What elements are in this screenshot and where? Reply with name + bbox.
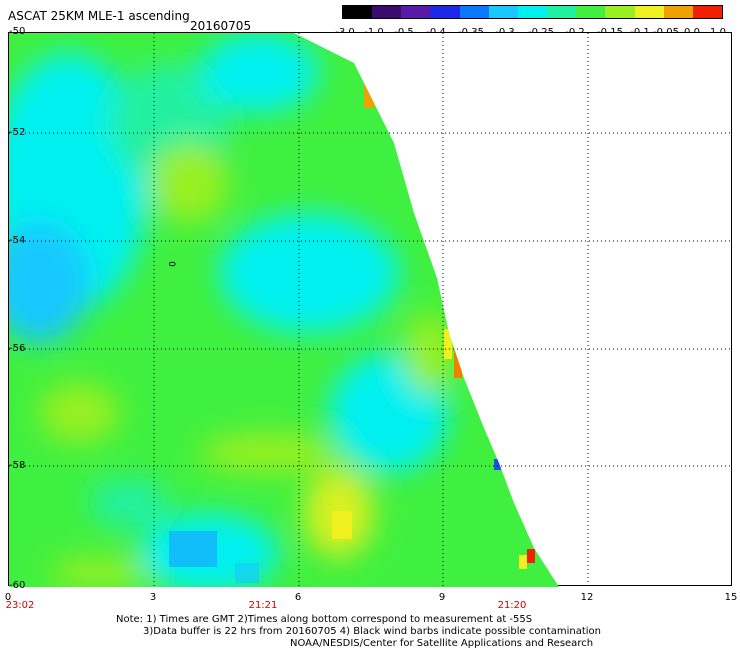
colorbar-swatch-11 <box>663 6 693 18</box>
note-line-1: Note: 1) Times are GMT 2)Times along bot… <box>116 614 533 625</box>
colorbar-swatch-12 <box>692 6 723 18</box>
time-label: 23:02 <box>5 600 35 611</box>
map-panel <box>8 32 733 587</box>
x-axis-label: 15 <box>724 592 738 603</box>
y-axis-label: -52 <box>9 127 26 138</box>
colorbar-swatch-2 <box>401 6 431 18</box>
y-axis-label: -50 <box>9 26 26 37</box>
time-label: 21:21 <box>248 600 278 611</box>
colorbar-swatch-4 <box>459 6 489 18</box>
wind-barb-label: 0 <box>165 261 176 267</box>
colorbar-swatch-9 <box>605 6 635 18</box>
colorbar-swatch-6 <box>517 6 548 18</box>
note-line-3: NOAA/NESDIS/Center for Satellite Applica… <box>290 638 594 649</box>
wind-field-image <box>9 33 733 587</box>
x-axis-label: 9 <box>438 592 446 603</box>
y-axis-label: -58 <box>9 460 26 471</box>
colorbar-swatch-1 <box>372 6 402 18</box>
colorbar-swatch-0 <box>343 6 373 18</box>
colorbar-swatch-7 <box>547 6 577 18</box>
grid-lines <box>9 33 733 587</box>
x-axis-label: 12 <box>580 592 594 603</box>
colorbar-swatch-10 <box>634 6 664 18</box>
y-axis-label: -56 <box>9 343 26 354</box>
x-axis-label: 6 <box>294 592 302 603</box>
colorbar-swatch-8 <box>576 6 606 18</box>
time-label: 21:20 <box>497 600 527 611</box>
x-axis-label: 3 <box>149 592 157 603</box>
y-axis-label: -60 <box>9 580 26 591</box>
chart-date: 20160705 <box>190 19 252 33</box>
colorbar-swatch-3 <box>430 6 460 18</box>
note-line-2: 3)Data buffer is 22 hrs from 20160705 4)… <box>143 626 601 637</box>
chart-title: ASCAT 25KM MLE-1 ascending <box>8 9 190 23</box>
colorbar <box>342 5 723 19</box>
colorbar-swatch-5 <box>488 6 518 18</box>
y-axis-label: -54 <box>9 235 26 246</box>
x-axis-label: 0 <box>4 592 12 603</box>
